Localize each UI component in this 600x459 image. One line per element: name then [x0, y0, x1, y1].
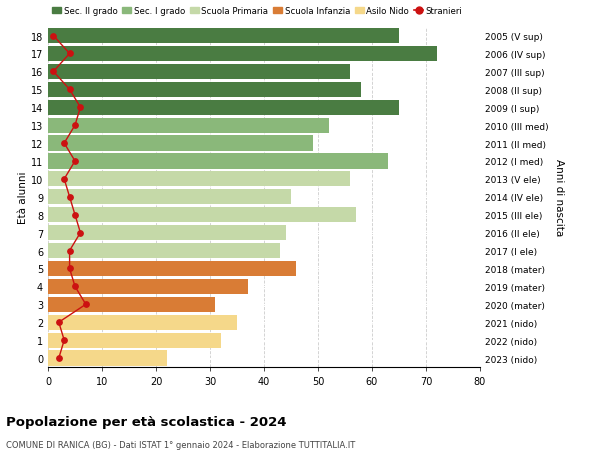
Bar: [48, 65, 350, 80]
Point: [65, 50, 74, 58]
Point: [65, 86, 74, 94]
Text: COMUNE DI RANICA (BG) - Dati ISTAT 1° gennaio 2024 - Elaborazione TUTTITALIA.IT: COMUNE DI RANICA (BG) - Dati ISTAT 1° ge…: [6, 440, 355, 449]
Point: [49, 33, 58, 40]
Point: [65, 247, 74, 255]
Bar: [48, 207, 356, 223]
Bar: [48, 172, 350, 187]
Point: [49, 68, 58, 76]
Legend: Sec. II grado, Sec. I grado, Scuola Primaria, Scuola Infanzia, Asilo Nido, Stran: Sec. II grado, Sec. I grado, Scuola Prim…: [52, 7, 462, 17]
Point: [59, 176, 69, 183]
Bar: [48, 101, 399, 116]
Point: [70, 283, 80, 291]
Point: [70, 122, 80, 129]
Point: [54, 355, 64, 362]
Point: [76, 230, 85, 237]
Bar: [48, 136, 313, 151]
Bar: [48, 333, 221, 348]
Point: [65, 194, 74, 201]
Point: [65, 265, 74, 273]
Bar: [48, 83, 361, 98]
Y-axis label: Anni di nascita: Anni di nascita: [554, 159, 564, 236]
Point: [70, 158, 80, 165]
Bar: [48, 190, 291, 205]
Y-axis label: Età alunni: Età alunni: [18, 171, 28, 224]
Bar: [48, 243, 280, 258]
Point: [59, 337, 69, 344]
Bar: [48, 279, 248, 294]
Point: [54, 319, 64, 326]
Bar: [48, 315, 237, 330]
Point: [76, 104, 85, 112]
Bar: [48, 29, 399, 44]
Bar: [48, 351, 167, 366]
Bar: [48, 261, 296, 276]
Bar: [48, 154, 388, 169]
Text: Popolazione per età scolastica - 2024: Popolazione per età scolastica - 2024: [6, 415, 287, 428]
Point: [70, 212, 80, 219]
Point: [81, 301, 91, 308]
Bar: [48, 47, 437, 62]
Bar: [48, 297, 215, 312]
Point: [59, 140, 69, 147]
Bar: [48, 118, 329, 134]
Bar: [48, 225, 286, 241]
